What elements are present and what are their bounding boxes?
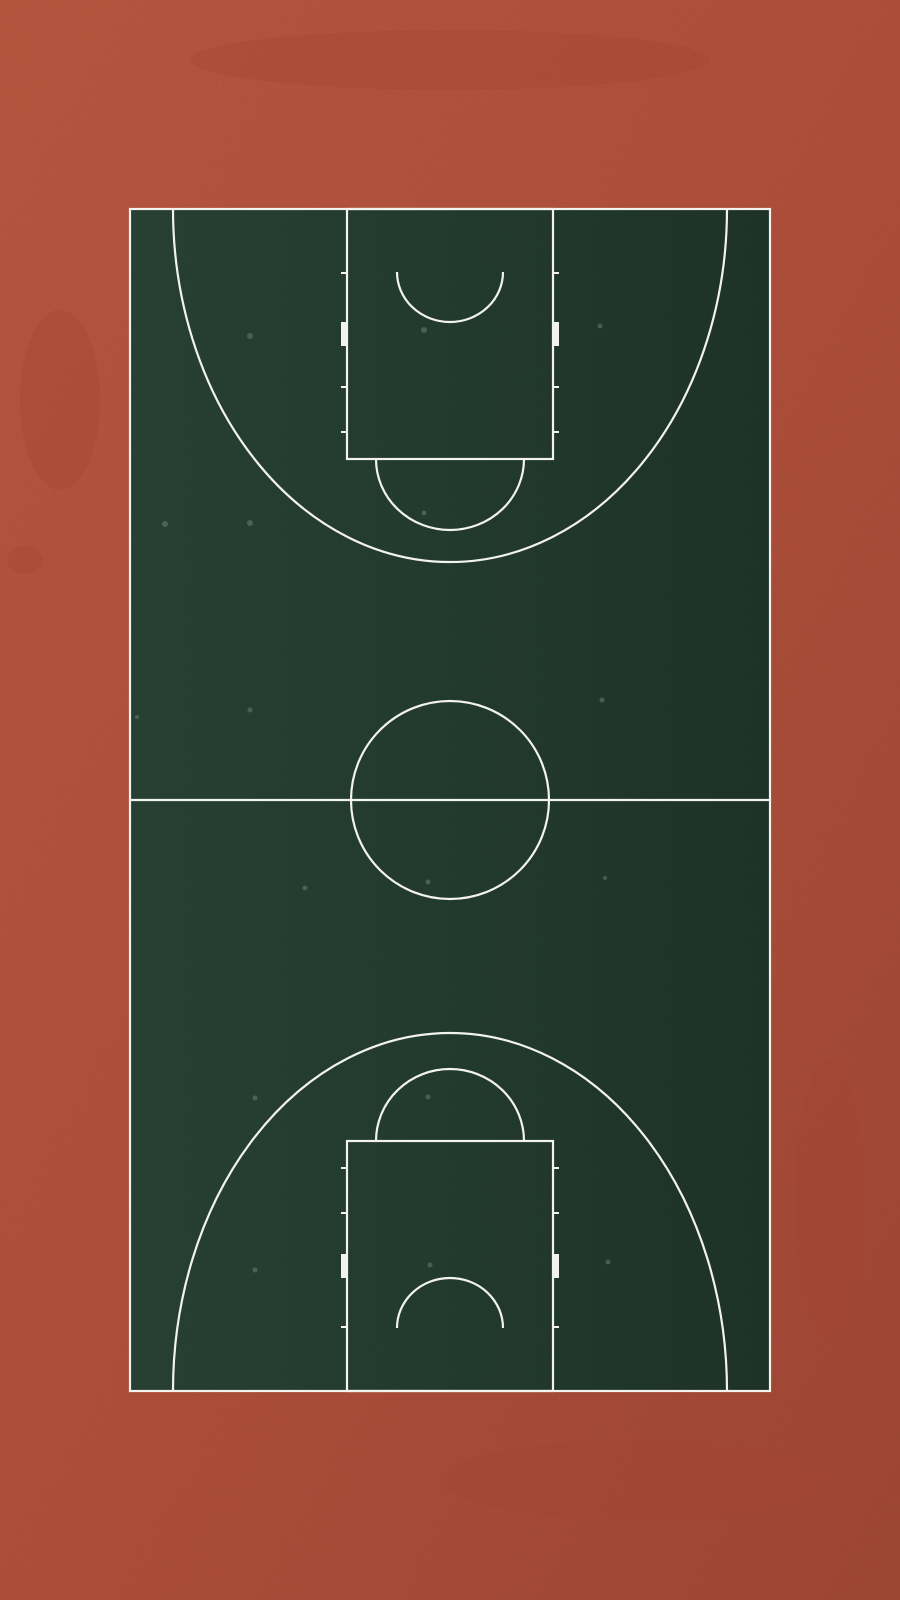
surround-stains (7, 30, 865, 1520)
center-circle (349, 699, 551, 901)
restricted-arc-bottom (395, 1276, 505, 1329)
three-point-arc-bottom (171, 1031, 729, 1392)
free-throw-circle-top (374, 458, 526, 532)
three-point-arc-top (171, 208, 729, 564)
court-lines (128, 207, 772, 1393)
lane-markings (341, 272, 559, 1328)
free-throw-circle-bottom (374, 1067, 526, 1142)
restricted-arc-top (395, 271, 505, 324)
court-spots (135, 323, 611, 1273)
